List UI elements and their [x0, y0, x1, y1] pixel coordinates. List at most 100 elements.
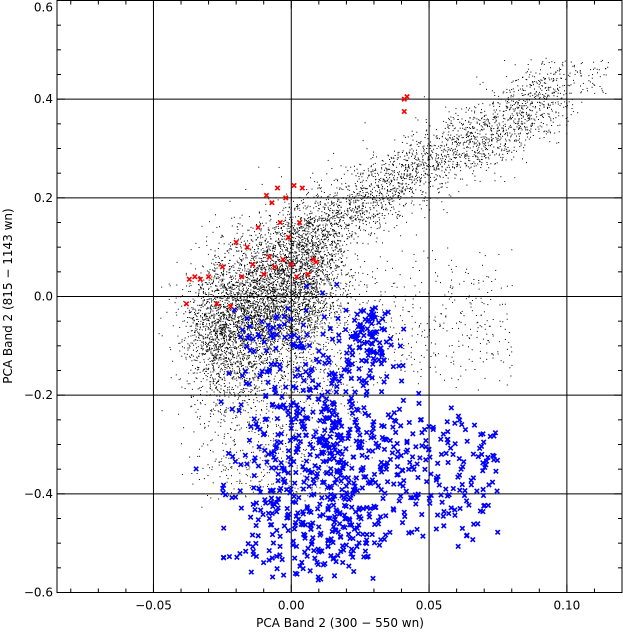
data-point-black — [256, 255, 258, 257]
data-point-black — [232, 368, 234, 370]
data-point-black — [210, 385, 211, 387]
data-point-black — [286, 342, 288, 343]
data-point-black — [358, 272, 359, 274]
data-point-black — [329, 308, 331, 310]
data-point-black — [323, 301, 325, 303]
data-point-black — [217, 276, 219, 278]
data-point-black — [245, 280, 247, 282]
data-point-black — [281, 289, 282, 291]
data-point-black — [322, 262, 324, 264]
data-point-black — [296, 310, 298, 312]
data-point-black — [303, 320, 305, 322]
data-point-black — [338, 266, 340, 268]
data-point-black — [338, 243, 340, 245]
data-point-black — [289, 283, 290, 284]
data-point-black — [230, 352, 231, 354]
data-point-black — [303, 272, 305, 274]
data-point-black — [251, 294, 253, 296]
data-point-black — [266, 346, 268, 348]
data-point-black — [272, 314, 273, 316]
data-point-black — [326, 271, 328, 273]
data-point-black — [343, 251, 345, 253]
data-point-black — [214, 359, 216, 361]
data-point-black — [310, 354, 312, 355]
data-point-black — [219, 332, 221, 334]
data-point-black — [237, 250, 239, 252]
data-point-black — [310, 322, 312, 323]
data-point-black — [223, 355, 225, 357]
data-point-black — [210, 375, 212, 377]
data-point-black — [206, 364, 208, 366]
data-point-black — [323, 346, 325, 348]
data-point-black — [191, 473, 193, 474]
data-point-black — [224, 420, 226, 422]
data-point-black — [314, 220, 316, 222]
data-point-black — [251, 235, 252, 237]
data-point-black — [241, 282, 243, 284]
data-point-black — [241, 313, 243, 315]
data-point-black — [231, 333, 233, 335]
data-point-black — [311, 295, 313, 297]
data-point-black — [265, 312, 267, 314]
data-point-black — [296, 362, 298, 364]
data-point-black — [250, 343, 252, 345]
data-point-black — [261, 383, 263, 385]
data-point-black — [237, 365, 239, 367]
data-point-black — [210, 286, 212, 288]
data-point-black — [248, 300, 249, 302]
data-point-black — [256, 297, 258, 298]
data-point-black — [312, 224, 313, 225]
data-point-black — [203, 336, 205, 338]
data-point-black — [270, 261, 271, 263]
data-point-black — [252, 334, 254, 336]
data-point-black — [217, 289, 219, 291]
data-point-black — [291, 324, 293, 326]
data-point-black — [184, 388, 186, 389]
data-point-black — [310, 365, 312, 367]
data-point-black — [222, 271, 224, 273]
data-point-black — [224, 295, 226, 296]
data-point-black — [161, 335, 163, 337]
data-point-black — [290, 328, 292, 330]
data-point-black — [223, 373, 224, 375]
data-point-black — [257, 320, 259, 322]
data-point-black — [313, 335, 315, 337]
data-point-black — [208, 348, 210, 350]
data-point-black — [249, 317, 251, 319]
data-point-black — [228, 297, 230, 299]
data-point-black — [226, 315, 228, 317]
data-point-black — [227, 325, 229, 327]
data-point-black — [302, 283, 304, 285]
data-point-black — [306, 357, 308, 359]
data-point-black — [211, 300, 213, 302]
data-point-black — [300, 362, 302, 364]
data-point-black — [231, 386, 233, 388]
data-point-black — [271, 300, 273, 302]
data-point-black — [250, 248, 252, 250]
data-point-black — [237, 326, 239, 328]
data-point-black — [202, 291, 204, 293]
data-point-black — [270, 291, 272, 293]
data-point-black — [259, 223, 261, 225]
data-point-black — [334, 223, 336, 225]
data-point-black — [266, 342, 268, 344]
data-point-black — [227, 297, 229, 299]
data-point-black — [340, 294, 341, 296]
data-point-black — [287, 274, 289, 276]
data-point-black — [282, 278, 284, 280]
data-point-black — [313, 304, 314, 306]
data-point-black — [230, 278, 232, 280]
data-point-black — [269, 353, 271, 355]
data-point-black — [216, 362, 218, 364]
data-point-black — [321, 247, 323, 249]
data-point-black — [232, 313, 234, 315]
data-point-black — [289, 360, 291, 362]
data-point-black — [234, 284, 236, 286]
data-point-black — [189, 345, 191, 347]
data-point-black — [234, 275, 236, 277]
data-point-black — [228, 287, 230, 289]
data-point-black — [240, 363, 242, 365]
data-point-black — [263, 367, 265, 369]
data-point-black — [217, 350, 219, 352]
data-point-black — [329, 307, 331, 309]
